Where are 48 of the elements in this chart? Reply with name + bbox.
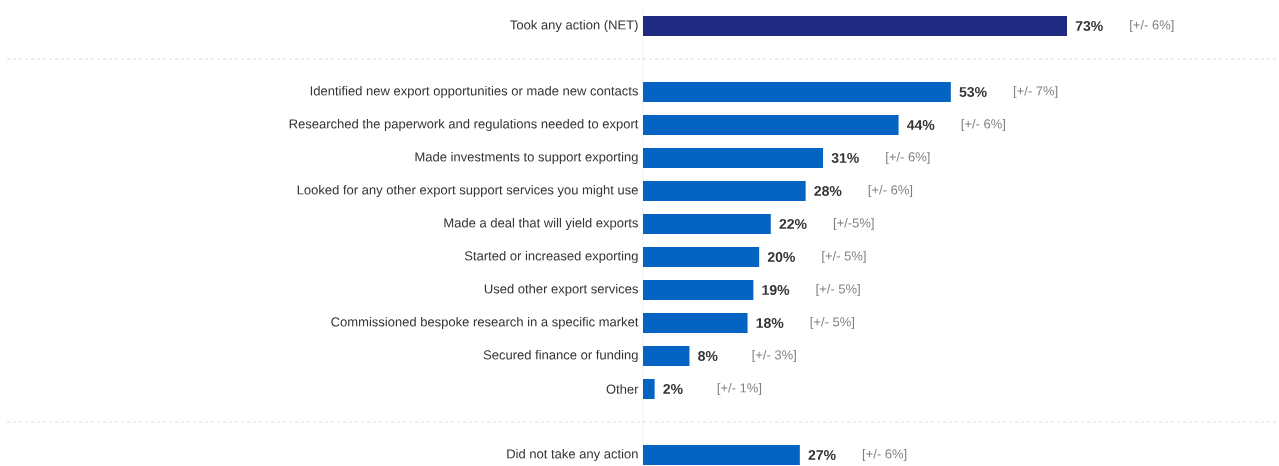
y-tick-label: Commissioned bespoke research in a specific market — [331, 316, 639, 330]
bar — [643, 16, 1067, 36]
bar — [643, 115, 899, 135]
annotation: [+/- 6%] — [862, 448, 907, 462]
annotation: [+/- 3%] — [752, 349, 796, 363]
annotation: [+/- 6%] — [868, 184, 913, 198]
annotation: [+/- 6%] — [886, 151, 930, 165]
annotation: [+/- 5%] — [810, 316, 854, 330]
data-label: 20% — [767, 252, 796, 262]
annotation: [+/- 6%] — [961, 118, 1005, 132]
data-label: 44% — [906, 120, 935, 130]
bar — [643, 247, 760, 267]
data-label: 31% — [831, 153, 859, 163]
y-tick-label: Researched the paperwork and regulations needed to export — [289, 118, 639, 132]
data-label: 19% — [762, 285, 790, 295]
data-label: 2% — [663, 384, 683, 394]
data-label: 18% — [756, 318, 784, 328]
data-label: 22% — [779, 219, 807, 229]
bar — [643, 445, 800, 465]
y-tick-label: Other — [606, 384, 639, 394]
bar — [643, 280, 754, 300]
y-tick-label: Made a deal that will yield exports — [444, 217, 638, 231]
bar — [643, 82, 951, 102]
annotation: [+/- 5%] — [822, 250, 866, 264]
y-tick-label: Made investments to support exporting — [415, 151, 638, 165]
annotation: [+/- 5%] — [816, 283, 860, 297]
bar — [643, 148, 824, 168]
y-tick-label: Did not take any action — [507, 448, 638, 462]
text: [+/- 6%] — [1130, 19, 1174, 33]
y-tick-label: Started or increased exporting — [464, 250, 638, 264]
bar — [643, 313, 748, 333]
data-label: 28% — [814, 186, 842, 196]
y-tick-label: Used other export services — [484, 283, 638, 297]
y-tick-label: Took any action (NET) — [510, 19, 638, 33]
annotation: [+/- 7%] — [1013, 85, 1058, 99]
bar — [643, 181, 806, 201]
bar — [643, 346, 690, 366]
y-tick-label: Identified new export opportunities or made new contacts — [310, 85, 638, 99]
data-label: 8% — [698, 351, 718, 361]
bar — [643, 379, 655, 399]
annotation: [+/- 1%] — [717, 382, 762, 396]
bar — [643, 214, 771, 234]
y-tick-label: Secured finance or funding — [483, 349, 638, 363]
data-label: 53% — [959, 87, 987, 97]
data-label: 73% — [1075, 21, 1103, 31]
y-tick-label: Looked for any other export support services you might use — [297, 184, 638, 198]
annotation: [+/-5%] — [833, 217, 874, 231]
data-label: 27% — [808, 450, 836, 460]
